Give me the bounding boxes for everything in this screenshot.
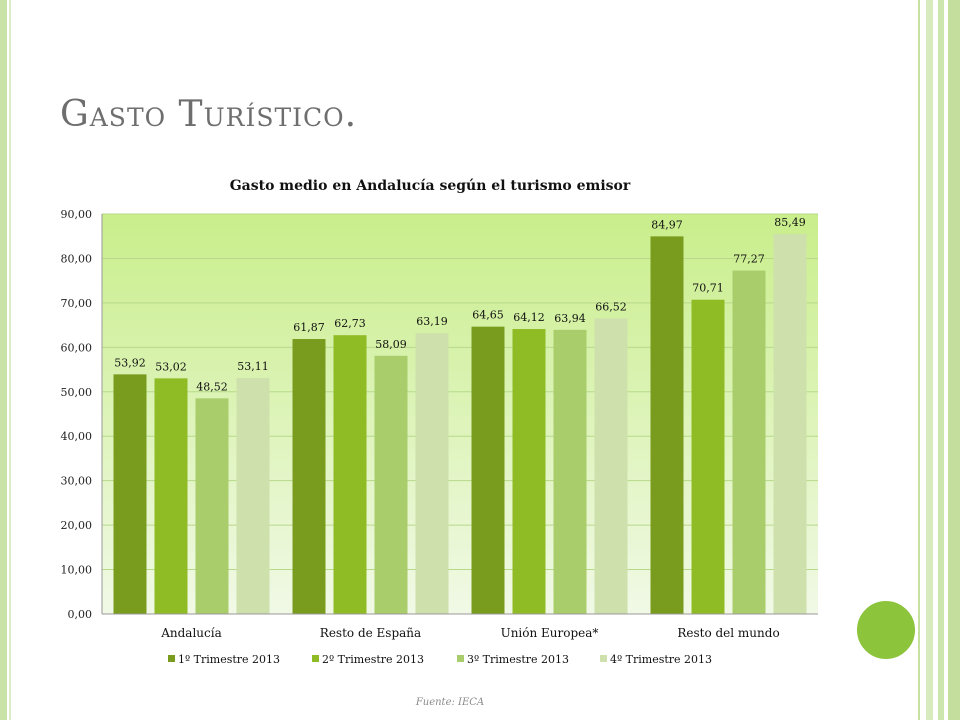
bar bbox=[374, 355, 408, 614]
data-label: 64,12 bbox=[513, 311, 545, 324]
data-label: 61,87 bbox=[293, 321, 325, 334]
data-label: 63,19 bbox=[416, 315, 448, 328]
x-tick-label: Unión Europea* bbox=[501, 626, 599, 640]
x-tick-label: Resto de España bbox=[320, 626, 421, 640]
source-note: Fuente: IECA bbox=[415, 697, 485, 708]
legend-swatch bbox=[168, 655, 175, 662]
y-tick-label: 30,00 bbox=[61, 475, 93, 488]
bar bbox=[732, 270, 766, 614]
y-tick-label: 50,00 bbox=[61, 386, 93, 399]
bar bbox=[236, 377, 270, 614]
decorative-circle bbox=[856, 600, 916, 660]
legend-swatch bbox=[600, 655, 607, 662]
data-label: 84,97 bbox=[651, 218, 683, 231]
y-tick-label: 80,00 bbox=[61, 252, 93, 265]
data-label: 85,49 bbox=[774, 216, 806, 229]
left-decorative-stripe bbox=[0, 0, 7, 720]
x-tick-label: Resto del mundo bbox=[677, 626, 779, 640]
y-tick-label: 20,00 bbox=[61, 519, 93, 532]
legend-label: 2º Trimestre 2013 bbox=[322, 653, 424, 666]
legend-label: 3º Trimestre 2013 bbox=[467, 653, 569, 666]
left-decorative-stripe-thin bbox=[9, 0, 11, 720]
legend-swatch bbox=[457, 655, 464, 662]
data-label: 64,65 bbox=[472, 309, 504, 322]
right-decorative-stripe bbox=[948, 0, 960, 720]
data-label: 58,09 bbox=[375, 338, 407, 351]
data-label: 70,71 bbox=[692, 282, 724, 295]
right-decorative-stripe bbox=[918, 0, 920, 720]
y-tick-label: 0,00 bbox=[68, 608, 93, 621]
bar bbox=[415, 333, 449, 614]
bar bbox=[691, 299, 725, 614]
bar bbox=[113, 374, 147, 614]
bar bbox=[471, 326, 505, 614]
bars bbox=[113, 234, 807, 615]
y-tick-label: 10,00 bbox=[61, 564, 93, 577]
bar bbox=[292, 339, 326, 614]
data-label: 66,52 bbox=[595, 300, 627, 313]
data-label: 77,27 bbox=[733, 253, 765, 266]
y-tick-label: 40,00 bbox=[61, 430, 93, 443]
y-tick-label: 90,00 bbox=[61, 208, 93, 221]
legend-label: 1º Trimestre 2013 bbox=[178, 653, 280, 666]
data-label: 53,02 bbox=[155, 360, 187, 373]
y-tick-label: 60,00 bbox=[61, 341, 93, 354]
right-decorative-stripe bbox=[926, 0, 933, 720]
bar bbox=[512, 329, 546, 614]
legend: 1º Trimestre 2013 2º Trimestre 2013 3º Tri… bbox=[168, 653, 712, 666]
data-label: 48,52 bbox=[196, 380, 228, 393]
legend-label: 4º Trimestre 2013 bbox=[610, 653, 712, 666]
right-decorative-stripe bbox=[938, 0, 944, 720]
chart-title: Gasto medio en Andalucía según el turism… bbox=[229, 178, 631, 194]
data-label: 53,11 bbox=[237, 360, 269, 373]
bar bbox=[773, 234, 807, 615]
data-labels: 53,92 53,02 48,52 53,11 61,87 62,73 58,09 63,19… bbox=[114, 216, 806, 393]
slide-title: Gasto Turístico. bbox=[60, 94, 358, 135]
y-tick-label: 70,00 bbox=[61, 297, 93, 310]
data-label: 53,92 bbox=[114, 356, 146, 369]
data-label: 62,73 bbox=[334, 317, 366, 330]
x-tick-label: Andalucía bbox=[160, 626, 222, 640]
axes: 0,00 10,00 20,00 30,00 40,00 50,00 60,00 70,00 8… bbox=[61, 208, 818, 640]
bar bbox=[195, 398, 229, 614]
bar bbox=[594, 318, 628, 614]
bar bbox=[154, 378, 188, 614]
bar bbox=[650, 236, 684, 614]
bar bbox=[553, 329, 587, 614]
data-label: 63,94 bbox=[554, 312, 586, 325]
bar bbox=[333, 335, 367, 614]
legend-swatch bbox=[312, 655, 319, 662]
